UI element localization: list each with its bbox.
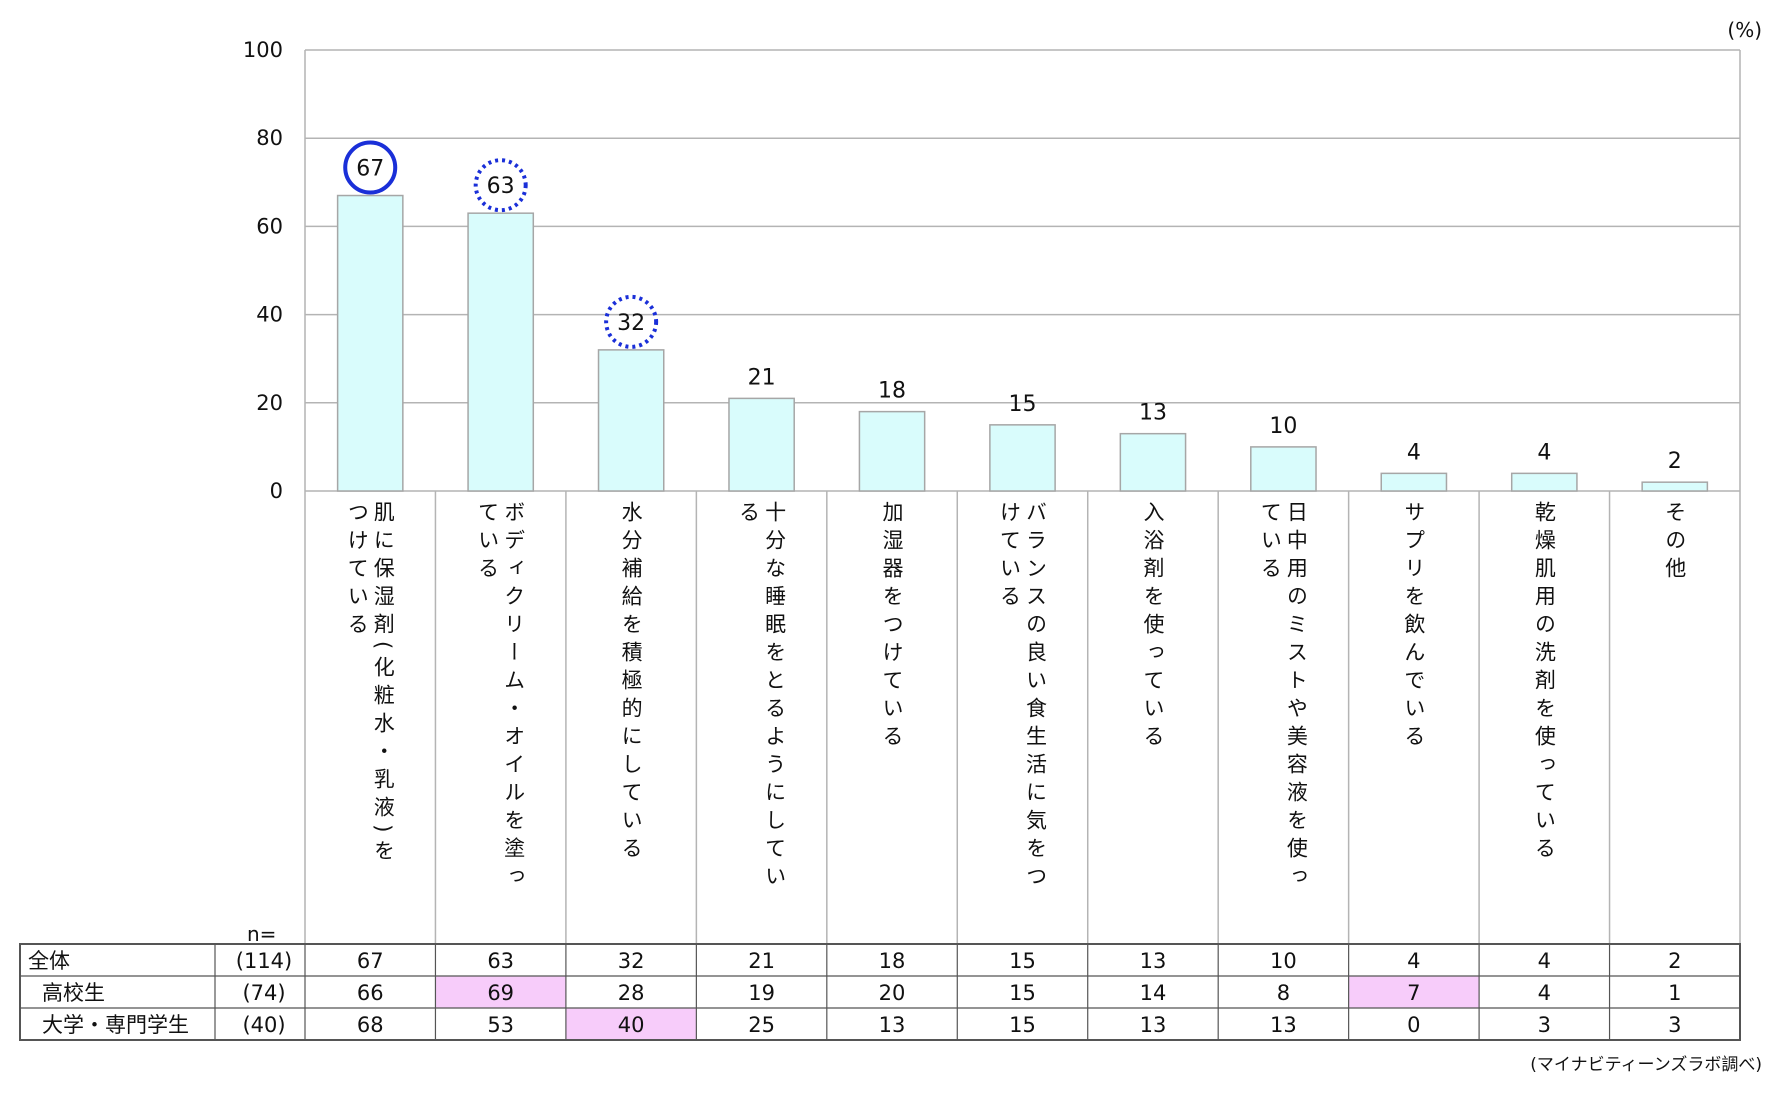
table-cell: 68 xyxy=(357,1013,384,1037)
table-row-label: 大学・専門学生 xyxy=(42,1013,189,1037)
category-label: バランスの良い食生活に気をつ xyxy=(1024,501,1048,893)
category-label: 加湿器をつけている xyxy=(880,501,904,753)
data-label: 4 xyxy=(1407,440,1421,465)
table-cell: 25 xyxy=(748,1013,775,1037)
data-label: 63 xyxy=(487,174,515,199)
bar xyxy=(336,194,404,492)
y-tick-label: 80 xyxy=(256,126,283,150)
table-cell: 28 xyxy=(618,981,645,1005)
table-cell: 3 xyxy=(1538,1013,1551,1037)
data-label: 21 xyxy=(748,365,776,390)
table-cell: 69 xyxy=(487,981,514,1005)
table-cell: 3 xyxy=(1668,1013,1681,1037)
highlight-circle xyxy=(604,294,659,349)
y-tick-label: 100 xyxy=(243,38,283,62)
table-cell: 13 xyxy=(1140,949,1167,973)
table-cell: 20 xyxy=(879,981,906,1005)
y-tick-label: 20 xyxy=(256,391,283,415)
table-cell: 4 xyxy=(1538,981,1551,1005)
category-label: 入浴剤を使っている xyxy=(1141,501,1165,753)
table-cell: 32 xyxy=(618,949,645,973)
data-label: 18 xyxy=(878,379,906,404)
table-cell: 19 xyxy=(748,981,775,1005)
category-label: ている xyxy=(1258,501,1282,585)
table-cell: 40 xyxy=(618,1013,645,1037)
table-row-label: 高校生 xyxy=(42,981,105,1005)
bar xyxy=(1380,472,1448,492)
table-cell: 4 xyxy=(1407,949,1420,973)
table-cell: 13 xyxy=(879,1013,906,1037)
data-label: 4 xyxy=(1537,440,1551,465)
bar xyxy=(1641,481,1709,492)
bar xyxy=(1510,472,1578,492)
table-row-label: 全体 xyxy=(28,949,70,973)
table-cell: 15 xyxy=(1009,981,1036,1005)
table-cell: 4 xyxy=(1538,949,1551,973)
unit-label: (%) xyxy=(1727,18,1762,42)
table-cell: 8 xyxy=(1277,981,1290,1005)
table-cell: 13 xyxy=(1140,1013,1167,1037)
table-cell: 63 xyxy=(487,949,514,973)
bar xyxy=(728,397,795,492)
category-label: 日中用のミストや美容液を使っ xyxy=(1284,501,1308,893)
highlight-circle xyxy=(473,158,528,213)
category-label: サプリを飲んでいる xyxy=(1402,501,1426,753)
highlight-cell xyxy=(565,1008,697,1040)
table-cell: 0 xyxy=(1407,1013,1420,1037)
table-cell: 15 xyxy=(1009,949,1036,973)
data-label: 32 xyxy=(617,311,645,336)
bar xyxy=(989,424,1056,492)
category-label: ボディクリーム・オイルを塗っ xyxy=(502,501,526,893)
data-label: 2 xyxy=(1668,449,1682,474)
category-label: その他 xyxy=(1663,501,1687,585)
bar xyxy=(1119,432,1187,492)
data-label: 13 xyxy=(1139,401,1167,426)
table-n-value: (40) xyxy=(242,1013,285,1037)
highlight-cell xyxy=(435,976,566,1008)
data-label: 67 xyxy=(356,157,384,182)
table-cell: 10 xyxy=(1270,949,1297,973)
data-label: 15 xyxy=(1009,392,1037,417)
table-cell: 15 xyxy=(1009,1013,1036,1037)
table-cell: 21 xyxy=(748,949,775,973)
category-label: 水分補給を積極的にしている xyxy=(619,501,643,865)
category-label: ている xyxy=(476,501,500,585)
table-cell: 66 xyxy=(357,981,384,1005)
highlight-circle xyxy=(343,140,398,195)
category-label: つけている xyxy=(345,501,369,641)
table-cell: 7 xyxy=(1407,981,1420,1005)
category-label: けている xyxy=(998,501,1022,613)
table-cell: 67 xyxy=(357,949,384,973)
bar xyxy=(1250,446,1317,492)
category-label: 乾燥肌用の洗剤を使っている xyxy=(1532,501,1556,865)
n-label: n= xyxy=(247,922,277,946)
table-cell: 13 xyxy=(1270,1013,1297,1037)
table-cell: 14 xyxy=(1140,981,1167,1005)
table-cell: 18 xyxy=(879,949,906,973)
source-note: (マイナビティーンズラボ調べ) xyxy=(1530,1055,1762,1075)
y-tick-label: 0 xyxy=(270,479,283,503)
y-tick-label: 60 xyxy=(256,214,283,238)
bar xyxy=(467,212,535,492)
highlight-cell xyxy=(1348,976,1480,1008)
y-tick-label: 40 xyxy=(256,303,283,327)
table-cell: 1 xyxy=(1668,981,1681,1005)
table-cell: 53 xyxy=(487,1013,514,1037)
data-label: 10 xyxy=(1269,414,1297,439)
table-n-value: (74) xyxy=(242,981,285,1005)
table-cell: 2 xyxy=(1668,949,1681,973)
table-n-value: (114) xyxy=(236,949,292,973)
category-label: 十分な睡眠をとるようにしてい xyxy=(763,501,787,893)
category-label: る xyxy=(737,501,761,529)
bar xyxy=(858,410,926,492)
category-label: 肌に保湿剤(化粧水・乳液)を xyxy=(371,501,395,867)
bar xyxy=(597,349,665,492)
